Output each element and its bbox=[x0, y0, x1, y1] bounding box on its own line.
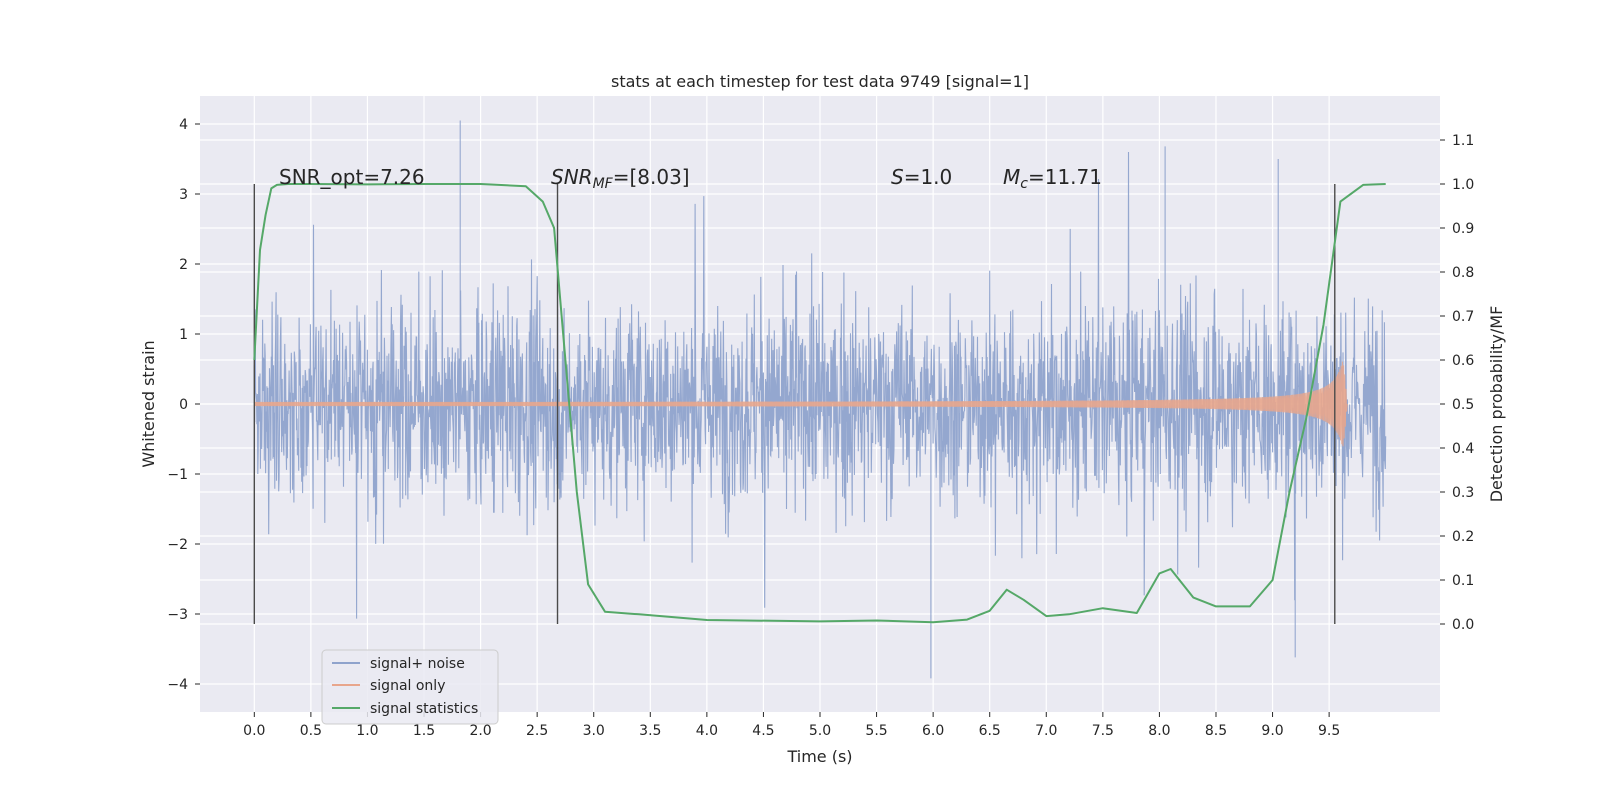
signal-plus-noise-series bbox=[253, 120, 1387, 679]
x-tick-label: 2.0 bbox=[469, 723, 491, 739]
annotation-snr-mf-value: =[8.03] bbox=[613, 165, 690, 189]
x-tick-label: 9.5 bbox=[1318, 723, 1340, 739]
y-tick-label: −3 bbox=[167, 607, 188, 623]
y2-axis-ticks: 1.1 1.0 0.9 0.8 0.7 0.6 0.5 0.4 0.3 0.2 0.1 0.0 bbox=[1440, 133, 1474, 633]
signal-only-series bbox=[253, 361, 1348, 447]
y2-tick-label: 0.5 bbox=[1452, 397, 1474, 413]
annotation-snr-mf-sub: MF bbox=[593, 176, 614, 192]
x-tick-label: 2.5 bbox=[526, 723, 548, 739]
x-tick-label: 8.5 bbox=[1205, 723, 1227, 739]
x-tick-label: 4.0 bbox=[696, 723, 718, 739]
y-tick-label: −1 bbox=[167, 467, 188, 483]
annotation-snr-mf: SNRMF=[8.03] bbox=[551, 165, 690, 192]
x-tick-label: 0.0 bbox=[243, 723, 265, 739]
y-tick-label: 4 bbox=[179, 117, 188, 133]
y2-tick-label: 0.7 bbox=[1452, 309, 1474, 325]
x-tick-label: 7.0 bbox=[1035, 723, 1057, 739]
y-tick-label: −2 bbox=[167, 537, 188, 553]
x-tick-label: 1.0 bbox=[356, 723, 378, 739]
x-tick-label: 4.5 bbox=[752, 723, 774, 739]
annotation-snr-opt: SNR_opt=7.26 bbox=[279, 165, 425, 189]
y2-tick-label: 1.0 bbox=[1452, 177, 1474, 193]
signal-plus-noise-line bbox=[253, 120, 1387, 679]
chart-title: stats at each timestep for test data 974… bbox=[611, 72, 1029, 91]
y-tick-label: 2 bbox=[179, 257, 188, 273]
y-tick-label: 0 bbox=[179, 397, 188, 413]
y-tick-label: 3 bbox=[179, 187, 188, 203]
legend-label-signal-statistics: signal statistics bbox=[370, 701, 478, 717]
x-tick-label: 3.0 bbox=[583, 723, 605, 739]
y2-tick-label: 0.3 bbox=[1452, 485, 1474, 501]
x-tick-label: 5.0 bbox=[809, 723, 831, 739]
x-tick-label: 5.5 bbox=[865, 723, 887, 739]
y-axis-ticks: 4 3 2 1 0 −1 −2 −3 −4 bbox=[167, 117, 200, 693]
annotation-s: S=1.0 bbox=[891, 165, 952, 189]
annotation-mc-sub: c bbox=[1020, 176, 1028, 192]
legend: signal+ noise signal only signal statist… bbox=[321, 649, 499, 725]
legend-label-signal-only: signal only bbox=[370, 678, 445, 694]
x-tick-label: 7.5 bbox=[1092, 723, 1114, 739]
annotation-s-value: =1.0 bbox=[904, 165, 953, 189]
y2-axis-label: Detection probability/MF bbox=[1487, 306, 1506, 503]
x-axis-label: Time (s) bbox=[786, 747, 852, 766]
y2-tick-label: 0.6 bbox=[1452, 353, 1474, 369]
signal-statistics-line bbox=[253, 183, 1386, 624]
y2-tick-label: 0.8 bbox=[1452, 265, 1474, 281]
x-tick-label: 8.0 bbox=[1148, 723, 1170, 739]
x-axis-ticks: 0.0 0.5 1.0 1.5 2.0 2.5 3.0 3.5 4.0 4.5 5.0 5.5 6.0 6… bbox=[243, 712, 1340, 739]
annotation-mc-base: M bbox=[1003, 165, 1020, 189]
y-axis-label: Whitened strain bbox=[139, 340, 158, 467]
y2-tick-label: 0.1 bbox=[1452, 573, 1474, 589]
x-tick-label: 0.5 bbox=[300, 723, 322, 739]
x-tick-label: 6.0 bbox=[922, 723, 944, 739]
y2-tick-label: 0.4 bbox=[1452, 441, 1474, 457]
signal-statistics-series bbox=[253, 183, 1386, 624]
annotation-mc: Mc=11.71 bbox=[1003, 165, 1102, 192]
annotation-mc-value: =11.71 bbox=[1028, 165, 1102, 189]
y2-tick-label: 0.0 bbox=[1452, 617, 1474, 633]
x-tick-label: 3.5 bbox=[639, 723, 661, 739]
legend-label-signal-plus-noise: signal+ noise bbox=[370, 656, 465, 672]
x-tick-label: 1.5 bbox=[413, 723, 435, 739]
x-tick-label: 6.5 bbox=[979, 723, 1001, 739]
signal-only-line bbox=[253, 361, 1348, 447]
y-tick-label: −4 bbox=[167, 677, 188, 693]
y2-tick-label: 0.9 bbox=[1452, 221, 1474, 237]
y-tick-label: 1 bbox=[179, 327, 188, 343]
annotation-snr-mf-base: SNR bbox=[551, 165, 593, 189]
y2-tick-label: 1.1 bbox=[1452, 133, 1474, 149]
legend-box bbox=[321, 649, 499, 725]
y2-tick-label: 0.2 bbox=[1452, 529, 1474, 545]
x-tick-label: 9.0 bbox=[1261, 723, 1283, 739]
annotation-s-base: S bbox=[891, 165, 904, 189]
